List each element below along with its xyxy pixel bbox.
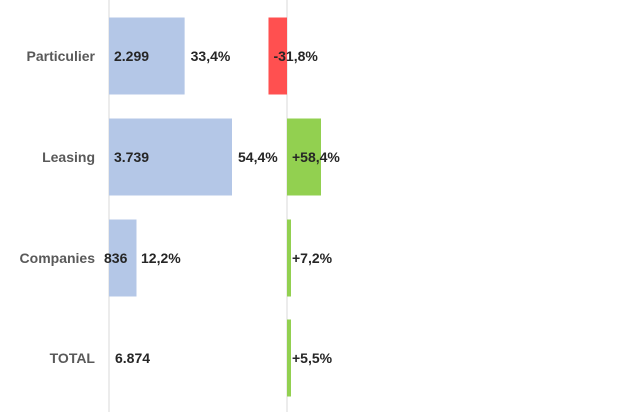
share-label: 54,4%: [238, 149, 278, 165]
category-label: Leasing: [42, 149, 95, 165]
change-bar: [287, 219, 291, 297]
change-value-label: -31,8%: [273, 48, 318, 64]
volume-bar: [109, 219, 137, 297]
volume-bar: [109, 17, 185, 95]
share-label: 33,4%: [191, 48, 231, 64]
volume-value-label: 2.299: [114, 48, 149, 64]
change-bar: [287, 118, 321, 196]
category-label: Particulier: [27, 48, 96, 64]
volume-value-label: 3.739: [114, 149, 149, 165]
category-label: Companies: [20, 250, 96, 266]
change-value-label: +58,4%: [292, 149, 340, 165]
change-value-label: +5,5%: [292, 350, 333, 366]
share-label: 12,2%: [141, 250, 181, 266]
change-bar: [287, 319, 291, 397]
volume-bar: [109, 118, 232, 196]
volume-value-label: 836: [104, 250, 128, 266]
category-label: TOTAL: [50, 350, 96, 366]
change-value-label: +7,2%: [292, 250, 333, 266]
volume-value-label: 6.874: [115, 350, 150, 366]
change-bar: [268, 17, 287, 95]
